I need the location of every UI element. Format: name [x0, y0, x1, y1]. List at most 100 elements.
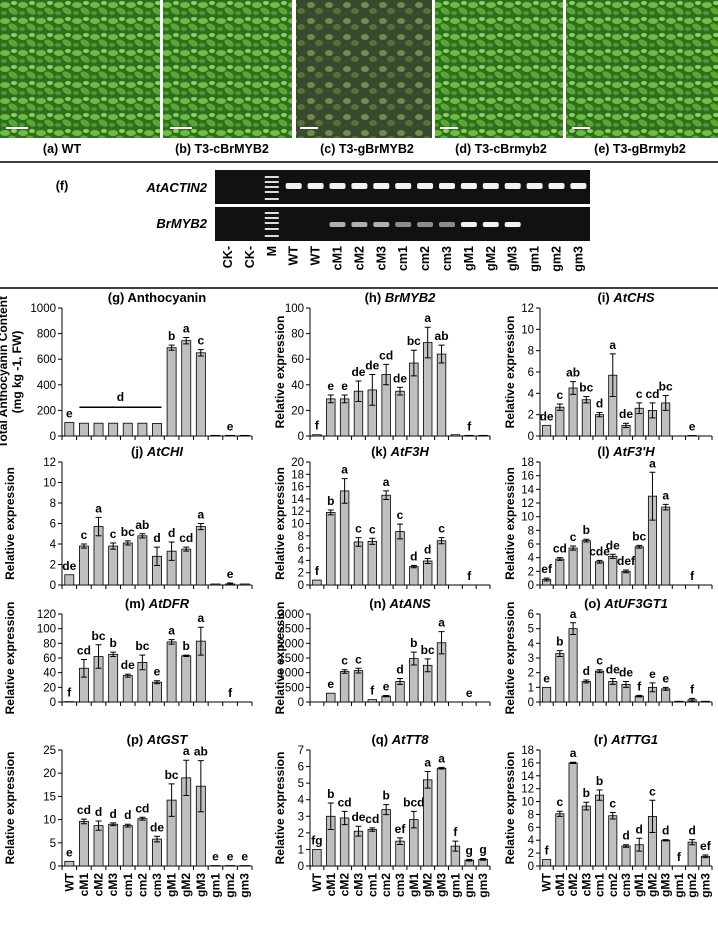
significance-letter: b [183, 639, 190, 653]
panel-label: (r) [594, 732, 608, 747]
significance-letter: ef [395, 822, 407, 836]
bar [65, 575, 74, 585]
gel-band [527, 183, 543, 189]
x-tick-label: cM1 [553, 873, 567, 897]
gene-name: AtANS [389, 596, 431, 611]
x-tick-label: cm2 [606, 873, 620, 897]
significance-letter: de [351, 365, 365, 379]
bar [152, 682, 161, 702]
bar [109, 824, 118, 866]
significance-letter: ef [541, 562, 553, 576]
significance-letter: a [198, 611, 205, 625]
y-tick-label: 4 [298, 795, 305, 807]
bar [569, 388, 577, 436]
bar [556, 559, 564, 585]
y-tick-label: 4 [528, 553, 535, 565]
significance-letter: bcd [403, 795, 424, 809]
bar [479, 435, 488, 436]
significance-letter: c [369, 522, 376, 536]
bar [152, 839, 161, 866]
significance-letter: bc [632, 529, 646, 543]
gel-band [395, 183, 411, 189]
significance-letter: f [315, 419, 320, 433]
significance-letter: a [168, 624, 175, 638]
significance-letter: a [662, 488, 669, 502]
significance-letter: d [622, 829, 629, 843]
gene-name: AtUF3GT1 [603, 596, 668, 611]
y-tick-label: 3 [298, 811, 304, 823]
y-tick-label: 1000 [30, 303, 56, 315]
x-tick-label: WT [62, 872, 76, 891]
bar [662, 507, 670, 585]
significance-letter: f [467, 419, 472, 433]
bar [675, 701, 683, 702]
chart-title: (p) AtGST [127, 732, 189, 747]
panel-label: (q) [371, 732, 388, 747]
y-tick-label: 0 [298, 431, 304, 443]
significance-letter: c [570, 530, 577, 544]
significance-letter: de [606, 538, 620, 552]
photo-caption: (b) T3-cBrMYB2 [175, 142, 269, 156]
x-tick-label: cM1 [324, 873, 338, 897]
y-axis-label: Relative expression [503, 602, 517, 715]
significance-letter: c [557, 388, 564, 402]
gel-gene-label: BrMYB2 [156, 216, 207, 231]
gene-name: AtTT8 [391, 732, 430, 747]
x-tick-label: gM3 [194, 873, 208, 897]
significance-letter: e [327, 379, 334, 393]
photo [163, 0, 292, 138]
bar [437, 541, 446, 585]
y-tick-label: 6 [528, 609, 534, 621]
bar [313, 849, 322, 866]
y-tick-label: 12 [291, 506, 304, 518]
ladder-band [265, 198, 279, 200]
significance-letter: de [540, 409, 554, 423]
significance-letter: e [212, 850, 219, 864]
significance-letter: e [689, 419, 696, 433]
x-tick-label: gm2 [685, 873, 699, 898]
gene-name: AtTTG1 [610, 732, 658, 747]
ladder-band [265, 212, 279, 214]
bar [326, 693, 335, 702]
y-tick-label: 20 [291, 405, 304, 417]
gel-band [570, 183, 586, 189]
significance-letter: d [688, 824, 695, 838]
bar [569, 763, 577, 866]
significance-letter: b [583, 786, 590, 800]
significance-letter: f [690, 569, 695, 583]
significance-letter: d [153, 531, 160, 545]
bar [582, 400, 590, 436]
gel-band [549, 183, 565, 189]
x-tick-label: WT [310, 872, 324, 891]
significance-letter: g [479, 843, 486, 857]
ladder-band [265, 181, 279, 183]
y-tick-label: 14 [521, 484, 534, 496]
y-tick-label: 5 [298, 778, 304, 790]
y-tick-label: 2 [528, 566, 534, 578]
significance-letter: bc [659, 379, 673, 393]
bar [182, 549, 191, 585]
y-tick-label: 6 [298, 543, 304, 555]
bar [354, 671, 363, 702]
significance-letter: b [327, 787, 334, 801]
lane-label: gM2 [484, 246, 498, 271]
x-tick-label: gm1 [672, 873, 686, 898]
significance-letter: c [438, 522, 445, 536]
significance-letter: e [327, 677, 334, 691]
y-tick-label: 15 [43, 791, 56, 803]
bar [662, 689, 670, 702]
bar [622, 571, 630, 585]
y-axis-label: Relative expression [273, 316, 287, 429]
gel-band [351, 183, 367, 189]
y-tick-label: 0 [50, 580, 56, 592]
bar [167, 642, 176, 702]
x-tick-label: gm1 [208, 873, 222, 898]
significance-letter: c [198, 334, 205, 348]
y-tick-label: 20 [43, 682, 56, 694]
bar [65, 861, 74, 866]
y-tick-label: 18 [521, 745, 534, 757]
significance-letter: a [198, 508, 205, 522]
significance-letter: e [466, 686, 473, 700]
